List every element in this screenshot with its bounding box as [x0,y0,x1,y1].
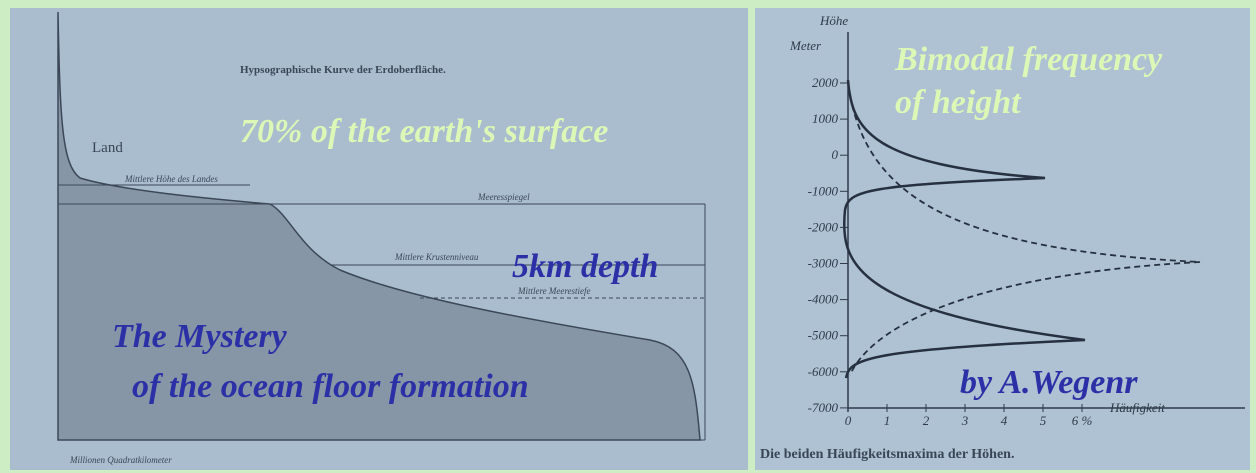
y-tick-label: -2000 [808,219,839,234]
y-unit: Meter [789,38,822,53]
x-tick-label: 1 [884,413,891,428]
depth-label: Mittlere Meerestiefe [517,286,591,296]
x-label: Häufigkeit [1109,400,1165,415]
y-tick-label: -1000 [808,183,839,198]
x-tick-label: 3 [961,413,969,428]
y-tick-label: -3000 [808,256,839,271]
mystery-line-1: The Mystery [112,318,288,355]
surface-text: 70% of the earth's surface [240,113,608,150]
y-tick-label: 1000 [812,111,839,126]
x-tick-label: 4 [1001,413,1008,428]
sea-level-label: Meeresspiegel [477,192,530,202]
caption: Die beiden Häufigkeitsmaxima der Höhen. [760,447,1014,462]
y-tick-label: -6000 [808,364,839,379]
x-tick-label: 2 [923,413,930,428]
y-tick-label: 0 [832,147,839,162]
author: by A.Wegenr [960,364,1138,401]
y-tick-label: 2000 [812,75,839,90]
x-tick-label: 6 % [1072,413,1093,428]
y-tick-label: -5000 [808,328,839,343]
y-tick-label: -4000 [808,292,839,307]
y-title: Höhe [819,13,848,28]
figure-title: Hypsographische Kurve der Erdoberfläche. [240,64,446,76]
land-label: Land [92,140,123,156]
y-tick-label: -7000 [808,400,839,415]
bimodal-line-1: Bimodal frequency [894,41,1163,78]
bimodal-line-2: of height [895,84,1022,121]
crust-label: Mittlere Krustenniveau [394,252,479,262]
depth-text: 5km depth [512,248,658,285]
x-tick-label: 5 [1040,413,1047,428]
land-height-label: Mittlere Höhe des Landes [124,174,218,184]
x-label: Millionen Quadratkilometer [69,455,172,465]
mystery-line-2: of the ocean floor formation [132,368,529,405]
slide: Hypsographische Kurve der Erdoberfläche.… [0,0,1256,473]
x-tick-label: 0 [845,413,852,428]
